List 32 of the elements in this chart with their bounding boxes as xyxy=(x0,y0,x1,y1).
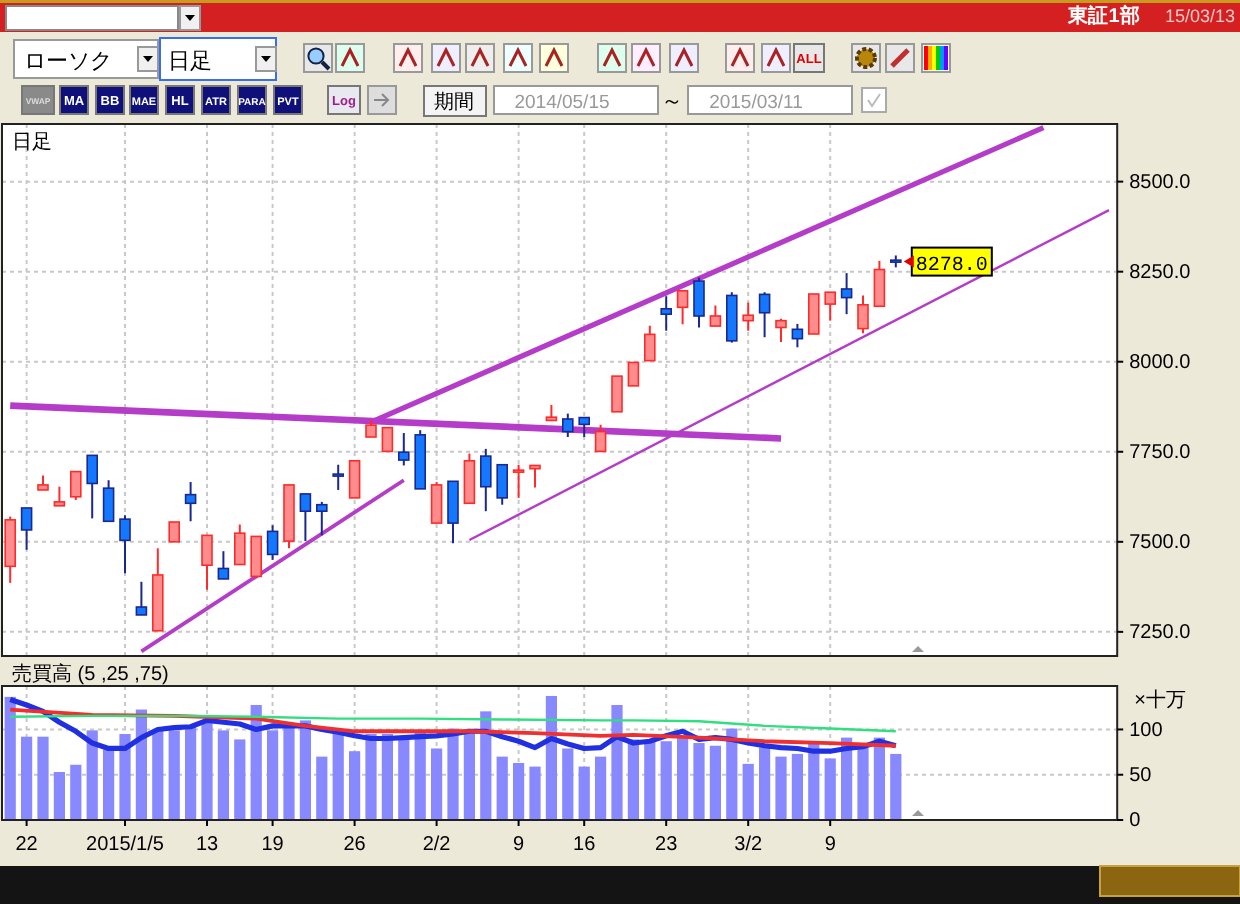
x-tick-label: 19 xyxy=(261,834,285,856)
y-tick-label: 7500.0 xyxy=(1129,532,1192,555)
x-tick-label: 13 xyxy=(195,834,219,856)
y-tick-label: 0 xyxy=(1129,810,1142,833)
text: 日足 xyxy=(168,50,212,74)
y-tick-label: 7250.0 xyxy=(1129,622,1192,645)
text: 15/03/13 xyxy=(1164,6,1236,26)
y-tick-label: 8000.0 xyxy=(1129,352,1192,375)
text: 東証1部 xyxy=(1066,4,1140,28)
text: 2015/03/11 xyxy=(709,92,803,114)
y-tick-label: 7750.0 xyxy=(1129,442,1192,465)
chart-title: 売買高 (5 ,25 ,75) xyxy=(12,662,169,686)
x-tick-label: 22 xyxy=(15,834,39,856)
x-tick-label: 26 xyxy=(343,834,367,856)
y-tick-label: 50 xyxy=(1129,765,1153,788)
y-axis-title: ×十万 xyxy=(1134,688,1186,712)
y-tick-label: 100 xyxy=(1129,719,1164,742)
text: ローソク xyxy=(24,50,112,74)
x-tick-label: 9 xyxy=(513,834,526,856)
chart-title: 日足 xyxy=(12,132,52,154)
text: 期間 xyxy=(434,90,474,114)
y-tick-label: 8500.0 xyxy=(1129,172,1192,195)
annotation: 8278.0 xyxy=(915,255,988,278)
text: 2014/05/15 xyxy=(514,92,610,114)
x-tick-label: 23 xyxy=(655,834,679,856)
y-tick-label: 8250.0 xyxy=(1129,262,1192,285)
x-tick-label: 16 xyxy=(573,834,597,856)
x-tick-label: 3/2 xyxy=(734,834,763,856)
text: ～ xyxy=(661,90,683,114)
x-tick-label: 2015/1/5 xyxy=(86,834,165,856)
x-tick-label: 2/2 xyxy=(422,834,452,856)
x-tick-label: 9 xyxy=(824,834,837,856)
